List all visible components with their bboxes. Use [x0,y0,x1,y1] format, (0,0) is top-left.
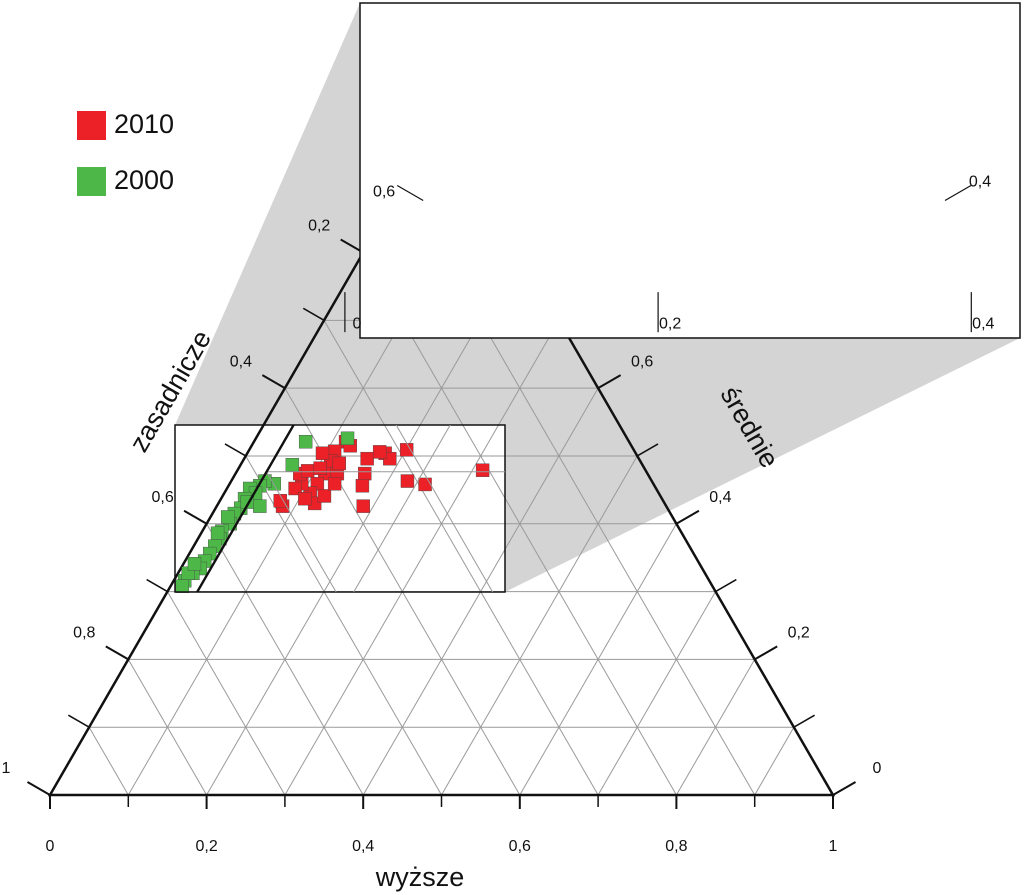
grid-line [188,607,266,743]
inset-plot [188,425,505,743]
inset-tick-label: 0,4 [972,315,994,332]
grid-line [88,726,129,796]
inset-clip [188,425,505,743]
data-point [400,474,415,488]
overlay: 0 0,2 0,4 0,6 0,4 [344,174,995,332]
data-point [340,431,355,446]
data-point [187,557,202,571]
tick-mark [675,509,700,525]
inset-region [174,424,506,593]
tick-label: 1 [829,838,838,855]
data-point [327,477,342,491]
data-point [372,445,387,459]
data-point [273,494,287,508]
data-point [300,464,315,478]
grid-line [266,471,337,592]
minor-tick [224,443,247,457]
data-point [399,443,414,457]
legend-label: 2000 [114,165,174,195]
tick-mark [105,645,129,661]
data-point [475,463,490,477]
tick-label: 0 [46,838,55,855]
minor-tick [146,578,168,593]
tick-label: 0,6 [151,489,173,506]
minor-tick [636,443,659,457]
tick-label: 0,2 [308,218,330,235]
data-point [285,458,300,472]
tick-mark [597,374,622,390]
legend-swatch [77,111,106,140]
tick-label: 1 [2,760,11,777]
grid-line [441,455,638,796]
legend-label: 2010 [114,109,174,139]
data-point [313,461,327,475]
data-point [315,446,330,460]
grid-line [754,726,795,796]
inset-frame [359,2,1021,339]
grid-line [284,320,560,796]
tick-mark [261,374,286,390]
minor-tick [715,578,737,593]
data-point [253,499,267,513]
grid-line [675,659,756,796]
tick-mark [832,781,857,796]
grid-line [127,659,208,796]
grid-line [395,425,494,592]
grid-line [519,523,677,796]
data-point [383,451,397,466]
tick-label: 0,4 [352,838,374,855]
data-point [288,481,302,496]
tick-label: 0,4 [709,489,731,506]
grid-line [597,591,716,796]
legend-swatch [77,167,106,196]
inset-tick [944,185,972,202]
grid-line [206,523,364,796]
inset-tick-label: 0,2 [659,315,681,332]
inset-tick-label: 0,4 [969,174,991,191]
tick-label: 0,8 [73,625,95,642]
tick-label: 0,2 [788,625,810,642]
minor-tick [67,714,90,728]
data-point [356,499,370,513]
tick-label: 0 [873,760,882,777]
inset-tick [396,185,424,202]
tick-label: 0,2 [195,838,217,855]
inset-tick-label: 0,6 [373,184,395,201]
tick-label: 0,6 [509,838,531,855]
grid-line [353,425,451,592]
data-point [317,489,332,503]
tick-mark [26,781,51,796]
data-point [221,510,235,524]
data-point [298,435,313,449]
axis-title: wyższe [375,862,465,892]
minor-tick [302,307,325,321]
data-point [355,479,370,493]
tick-mark [754,645,778,661]
tick-label: 0,6 [631,353,653,370]
data-point [298,491,312,506]
data-point [418,477,432,492]
tick-mark [183,509,208,525]
data-point [175,579,190,593]
inset-tick-label: 0 [352,315,361,332]
grid-line [323,320,599,796]
tick-label: 0,4 [230,353,252,370]
minor-tick [793,714,816,728]
data-point [358,466,372,481]
data-point [360,451,374,466]
grid-line [167,591,286,796]
tick-label: 0,8 [665,838,687,855]
data-point [210,526,225,540]
data-point [332,456,347,471]
